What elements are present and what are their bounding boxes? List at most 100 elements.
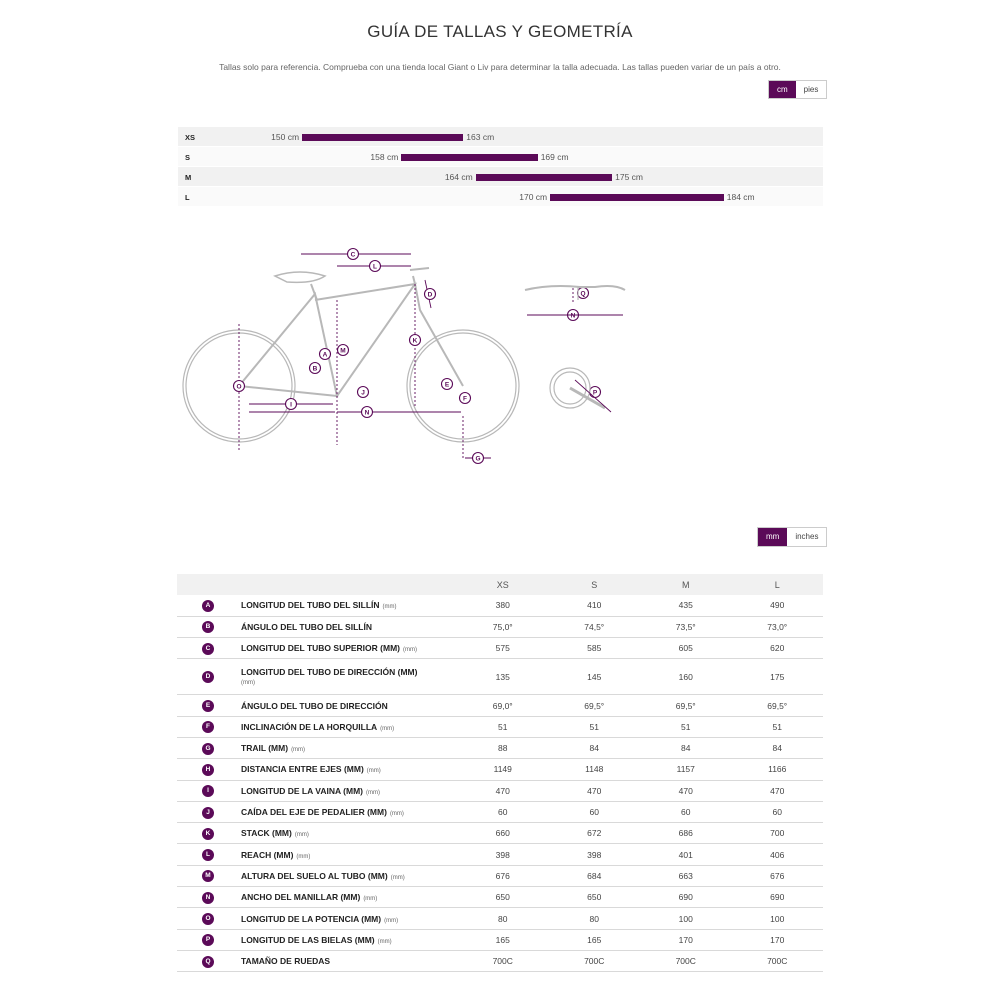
size-row: XS 150 cm 163 cm: [178, 127, 823, 147]
front-wheel-rim: [409, 332, 517, 440]
value-cell-xs: 398: [457, 843, 549, 866]
letter-badge: C: [202, 642, 214, 655]
value-cell-l: 620: [731, 637, 823, 660]
row-label: LONGITUD DE LA VAINA (MM): [241, 785, 363, 796]
value-cell-s: 69,5°: [548, 694, 640, 717]
row-unit: (mm): [402, 647, 417, 654]
row-letter-cell: O: [177, 907, 239, 930]
unit-cm-button[interactable]: cm: [769, 81, 796, 98]
letter-badge: L: [202, 849, 214, 862]
row-label: LONGITUD DEL TUBO DEL SILLÍN: [241, 600, 380, 611]
row-unit: (mm): [365, 789, 380, 796]
value-cell-s: 585: [548, 637, 640, 660]
letter-badge: Q: [202, 955, 214, 968]
table-row: K STACK (MM) (mm) 660 672 686 700: [177, 822, 823, 845]
value-cell-l: 170: [731, 929, 823, 951]
row-label: ANCHO DEL MANILLAR (MM): [241, 892, 361, 903]
diagram-badge-c: [346, 247, 360, 261]
diagram-badge-b: [308, 361, 322, 375]
diagram-letter-b: B: [313, 365, 318, 372]
row-unit: (mm): [384, 917, 399, 924]
value-cell-l: 84: [731, 737, 823, 760]
value-cell-s: 398: [548, 843, 640, 866]
row-letter-cell: Q: [177, 950, 239, 973]
header-letter: [177, 574, 239, 595]
row-label-cell: INCLINACIÓN DE LA HORQUILLA (mm): [239, 716, 457, 738]
value-cell-xs: 1149: [457, 758, 549, 781]
diagram-letter-q: Q: [580, 290, 585, 297]
table-row: P LONGITUD DE LAS BIELAS (MM) (mm) 165 165 17…: [177, 929, 823, 951]
value-cell-l: 676: [731, 865, 823, 888]
row-label-cell: REACH (MM) (mm): [239, 843, 457, 866]
row-label: LONGITUD DEL TUBO DE DIRECCIÓN (MM): [241, 667, 418, 678]
row-label-cell: LONGITUD DE LAS BIELAS (MM) (mm): [239, 929, 457, 951]
diagram-badge-j: [356, 385, 370, 399]
value-cell-s: 145: [548, 658, 640, 696]
value-cell-l: 51: [731, 716, 823, 738]
table-row: D LONGITUD DEL TUBO DE DIRECCIÓN (MM) (mm)…: [177, 658, 823, 696]
value-cell-m: 100: [640, 907, 732, 930]
row-label-cell: ALTURA DEL SUELO AL TUBO (MM) (mm): [239, 865, 457, 888]
diagram-badge-a: [318, 347, 332, 361]
diagram-badge-k: [408, 333, 422, 347]
diagram-badge-e: [440, 377, 454, 391]
diagram-letter-f: F: [463, 395, 467, 402]
geometry-table: XS S M L A LONGITUD DEL TUBO DEL SILLÍN (m…: [177, 574, 823, 973]
row-unit: (mm): [389, 811, 404, 818]
value-cell-s: 700C: [548, 950, 640, 973]
size-label: XS: [185, 133, 196, 142]
value-cell-s: 410: [548, 595, 640, 617]
row-label: LONGITUD DE LAS BIELAS (MM): [241, 934, 375, 945]
diagram-letter-n: N: [365, 409, 370, 416]
row-label: REACH (MM): [241, 849, 294, 860]
diagram-badge-d: [423, 287, 437, 301]
letter-badge: I: [202, 785, 214, 798]
value-cell-xs: 60: [457, 801, 549, 824]
header-label: [239, 574, 457, 595]
value-cell-m: 73,5°: [640, 616, 732, 639]
diagram-letter-g: G: [475, 455, 480, 462]
letter-badge: P: [202, 934, 214, 947]
diagram-letter-c: C: [351, 251, 356, 258]
value-cell-m: 60: [640, 801, 732, 824]
row-letter-cell: D: [177, 658, 239, 696]
row-letter-cell: I: [177, 780, 239, 802]
letter-badge: F: [202, 721, 214, 734]
header-size-s: S: [548, 574, 640, 595]
value-cell-s: 60: [548, 801, 640, 824]
value-cell-l: 700C: [731, 950, 823, 973]
row-unit: (mm): [291, 747, 306, 754]
size-min-height: 170 cm: [519, 192, 548, 202]
row-label-cell: ÁNGULO DEL TUBO DE DIRECCIÓN: [239, 694, 457, 717]
diagram-badge-m: [336, 343, 350, 357]
unit-mm-button[interactable]: mm: [758, 528, 788, 546]
table-row: M ALTURA DEL SUELO AL TUBO (MM) (mm) 676 684…: [177, 865, 823, 888]
value-cell-l: 690: [731, 886, 823, 909]
table-row: L REACH (MM) (mm) 398 398 401 406: [177, 843, 823, 866]
value-cell-l: 60: [731, 801, 823, 824]
letter-badge: G: [202, 742, 214, 755]
value-cell-m: 69,5°: [640, 694, 732, 717]
diagram-letter-o: O: [236, 383, 241, 390]
size-label: L: [185, 193, 190, 202]
diagram-letter-j: J: [361, 389, 365, 396]
size-row: L 170 cm 184 cm: [178, 187, 823, 207]
letter-badge: E: [202, 700, 214, 713]
unit-inches-button[interactable]: inches: [787, 528, 827, 546]
letter-badge: J: [202, 806, 214, 819]
row-label-cell: TAMAÑO DE RUEDAS: [239, 950, 457, 973]
diagram-badge-l: [368, 259, 382, 273]
bike-geometry-diagram: AB C D E F G I J K L M N O P Q N: [182, 247, 626, 465]
unit-feet-button[interactable]: pies: [795, 81, 827, 98]
value-cell-xs: 88: [457, 737, 549, 760]
row-label-cell: ANCHO DEL MANILLAR (MM) (mm): [239, 886, 457, 909]
size-max-height: 163 cm: [466, 132, 495, 142]
dimension-arrows: [249, 253, 491, 459]
row-letter-cell: P: [177, 929, 239, 951]
value-cell-m: 470: [640, 780, 732, 802]
row-label: ALTURA DEL SUELO AL TUBO (MM): [241, 870, 388, 881]
size-row: S 158 cm 169 cm: [178, 147, 823, 167]
size-range-bar: [302, 134, 464, 141]
value-cell-xs: 650: [457, 886, 549, 909]
letter-badge: O: [202, 913, 214, 925]
